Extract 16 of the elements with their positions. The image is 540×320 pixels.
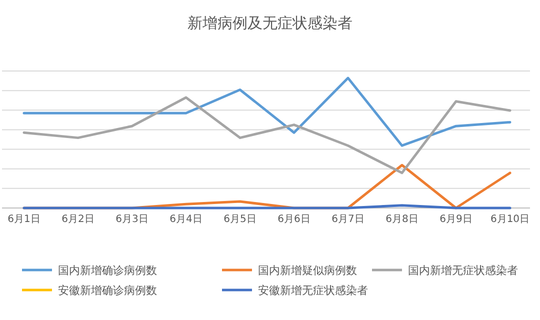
legend-label: 国内新增疑似病例数 — [258, 264, 357, 277]
x-tick-label: 6月7日 — [332, 214, 364, 225]
x-tick-label: 6月4日 — [170, 214, 202, 225]
x-tick-label: 6月6日 — [278, 214, 310, 225]
legend-label: 国内新增确诊病例数 — [58, 264, 157, 277]
x-tick-label: 6月5日 — [224, 214, 256, 225]
legend-label: 国内新增无症状感染者 — [408, 264, 518, 277]
x-tick-label: 6月9日 — [440, 214, 472, 225]
x-tick-label: 6月1日 — [8, 214, 40, 225]
x-tick-label: 6月8日 — [386, 214, 418, 225]
legend-label: 安徽新增确诊病例数 — [58, 284, 157, 297]
x-tick-label: 6月2日 — [62, 214, 94, 225]
x-tick-label: 6月10日 — [490, 214, 530, 225]
chart-title: 新增病例及无症状感染者 — [188, 15, 352, 32]
legend-label: 安徽新增无症状感染者 — [258, 284, 368, 297]
x-tick-label: 6月3日 — [116, 214, 148, 225]
